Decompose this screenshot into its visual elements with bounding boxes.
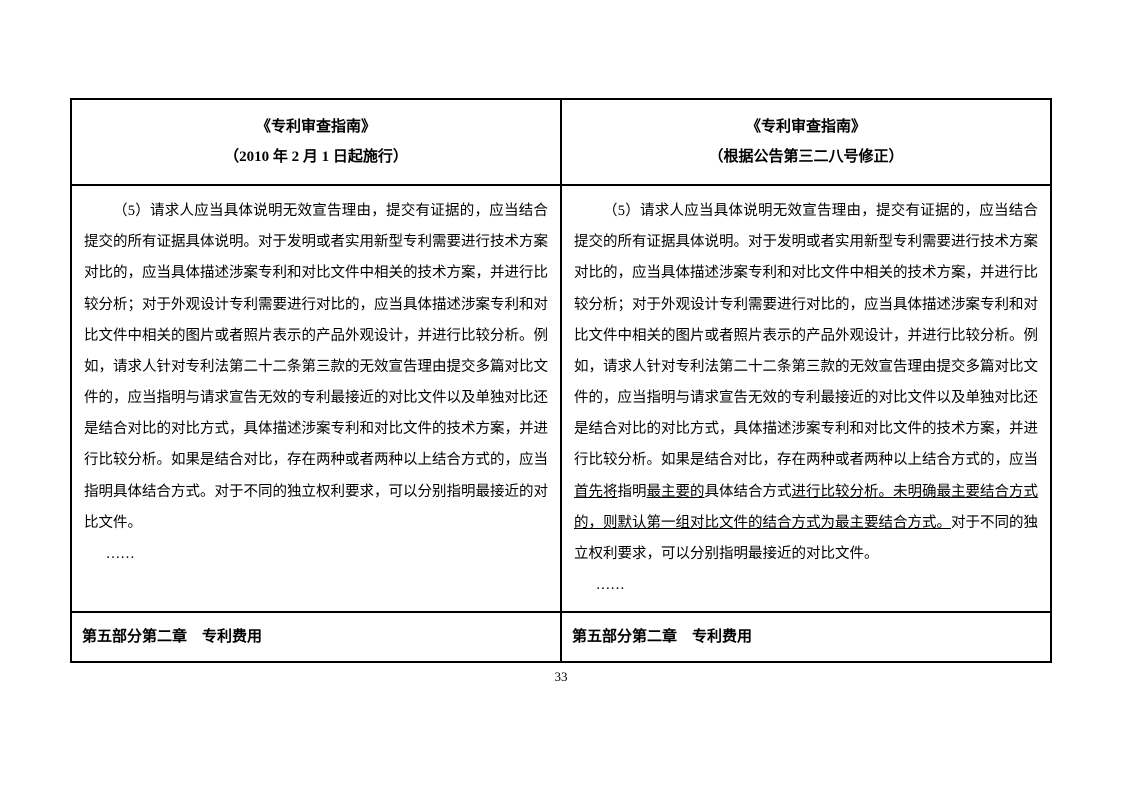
table-header-row: 《专利审查指南》 （2010 年 2 月 1 日起施行） 《专利审查指南》 （根… (71, 99, 1051, 185)
right-pre: （5）请求人应当具体说明无效宣告理由，提交有证据的，应当结合提交的所有证据具体说… (574, 203, 1038, 468)
header-right-title: 《专利审查指南》 (570, 112, 1042, 142)
footer-left-chapter: 第五部分第二章 专利费用 (71, 612, 561, 662)
header-right-subtitle: （根据公告第三二八号修正） (570, 142, 1042, 172)
body-right-ellipsis: …… (574, 570, 1038, 601)
page-container: 《专利审查指南》 （2010 年 2 月 1 日起施行） 《专利审查指南》 （根… (0, 0, 1122, 685)
body-left-cell: （5）请求人应当具体说明无效宣告理由，提交有证据的，应当结合提交的所有证据具体说… (71, 185, 561, 612)
header-right: 《专利审查指南》 （根据公告第三二八号修正） (561, 99, 1051, 185)
right-mid-1: 指明 (618, 484, 647, 500)
header-left-title: 《专利审查指南》 (80, 112, 552, 142)
comparison-table: 《专利审查指南》 （2010 年 2 月 1 日起施行） 《专利审查指南》 （根… (70, 98, 1052, 663)
header-left-subtitle: （2010 年 2 月 1 日起施行） (80, 142, 552, 172)
body-left-paragraph: （5）请求人应当具体说明无效宣告理由，提交有证据的，应当结合提交的所有证据具体说… (84, 196, 548, 539)
table-body-row: （5）请求人应当具体说明无效宣告理由，提交有证据的，应当结合提交的所有证据具体说… (71, 185, 1051, 612)
right-underline-2: 最主要的 (647, 484, 705, 500)
table-footer-row: 第五部分第二章 专利费用 第五部分第二章 专利费用 (71, 612, 1051, 662)
right-mid-2: 具体结合方式 (705, 484, 792, 500)
page-number: 33 (70, 669, 1052, 685)
body-right-paragraph: （5）请求人应当具体说明无效宣告理由，提交有证据的，应当结合提交的所有证据具体说… (574, 196, 1038, 570)
body-right-cell: （5）请求人应当具体说明无效宣告理由，提交有证据的，应当结合提交的所有证据具体说… (561, 185, 1051, 612)
footer-right-chapter: 第五部分第二章 专利费用 (561, 612, 1051, 662)
body-left-ellipsis: …… (84, 539, 548, 570)
right-underline-1: 首先将 (574, 484, 618, 500)
header-left: 《专利审查指南》 （2010 年 2 月 1 日起施行） (71, 99, 561, 185)
